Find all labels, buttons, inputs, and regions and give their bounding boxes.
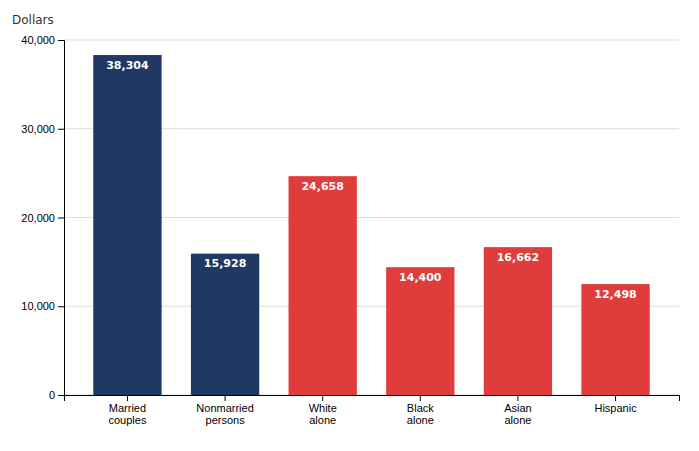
chart: 0 10,000 20,000 30,000 40,000 Marriedcouples N… bbox=[0, 0, 699, 451]
tick-mark bbox=[58, 218, 64, 219]
tick: Hispanic bbox=[594, 395, 637, 414]
tick: 40,000 bbox=[21, 34, 64, 46]
tick-mark bbox=[58, 129, 64, 130]
data-label: 38,304 bbox=[106, 59, 149, 72]
data-labels: 38,304 15,928 24,658 14,400 16,662 12,498 bbox=[106, 59, 637, 301]
tick-mark bbox=[58, 306, 64, 307]
tick: Blackalone bbox=[407, 395, 434, 426]
tick-mark bbox=[58, 395, 64, 396]
tick-label-line: Black bbox=[407, 402, 434, 414]
tick-mark bbox=[517, 395, 518, 401]
tick: 10,000 bbox=[21, 300, 64, 312]
bars bbox=[93, 55, 649, 395]
tick-label: Blackalone bbox=[407, 402, 434, 427]
bar bbox=[581, 284, 649, 395]
tick: Nonmarriedpersons bbox=[196, 395, 253, 426]
tick-label: 30,000 bbox=[21, 123, 55, 135]
tick: Marriedcouples bbox=[108, 395, 146, 426]
bar bbox=[289, 176, 357, 395]
bar bbox=[484, 247, 552, 395]
tick-label: 20,000 bbox=[21, 212, 55, 224]
tick-label-line: alone bbox=[309, 414, 336, 426]
tick-mark bbox=[322, 395, 323, 401]
tick-label: 10,000 bbox=[21, 300, 55, 312]
data-label: 14,400 bbox=[399, 271, 442, 284]
tick-label-line: White bbox=[309, 402, 337, 414]
bar bbox=[191, 254, 259, 395]
tick-label: Asianalone bbox=[504, 402, 532, 427]
tick: Asianalone bbox=[504, 395, 532, 426]
data-label: 12,498 bbox=[594, 288, 636, 301]
tick-label-line: couples bbox=[108, 414, 146, 426]
data-label: 15,928 bbox=[204, 257, 246, 270]
grid bbox=[64, 40, 679, 395]
bar bbox=[386, 267, 454, 395]
tick-label-line: persons bbox=[206, 414, 246, 426]
tick-mark bbox=[127, 395, 128, 401]
tick-label-line: Nonmarried bbox=[196, 402, 253, 414]
bar bbox=[93, 55, 161, 395]
data-label: 16,662 bbox=[497, 251, 539, 264]
tick: 0 bbox=[49, 389, 64, 401]
tick: 20,000 bbox=[21, 212, 64, 224]
tick-mark bbox=[615, 395, 616, 401]
tick-label: Hispanic bbox=[594, 402, 637, 414]
tick-label-line: alone bbox=[407, 414, 434, 426]
tick-label: 40,000 bbox=[21, 34, 55, 46]
tick-label: Nonmarriedpersons bbox=[196, 402, 253, 427]
tick: Whitealone bbox=[309, 395, 337, 426]
tick-label: 0 bbox=[49, 389, 55, 401]
x-axis: MarriedcouplesNonmarriedpersonsWhitealon… bbox=[65, 395, 680, 426]
tick-label: Marriedcouples bbox=[108, 402, 146, 427]
tick-label-line: alone bbox=[504, 414, 531, 426]
plot: 0 10,000 20,000 30,000 40,000 Marriedcouples N… bbox=[21, 34, 679, 426]
tick-label-line: Asian bbox=[504, 402, 532, 414]
tick-mark bbox=[420, 395, 421, 401]
tick-mark bbox=[58, 40, 64, 41]
grid-line bbox=[64, 40, 679, 41]
tick-mark bbox=[225, 395, 226, 401]
axis-line bbox=[65, 396, 680, 402]
tick: 30,000 bbox=[21, 123, 64, 135]
axis-line bbox=[58, 41, 65, 396]
y-axis: 0 10,000 20,000 30,000 40,000 bbox=[21, 34, 64, 401]
data-label: 24,658 bbox=[301, 180, 343, 193]
tick-label-line: Hispanic bbox=[594, 402, 637, 414]
tick-label-line: Married bbox=[109, 402, 146, 414]
y-axis-label: Dollars bbox=[12, 13, 54, 27]
tick-label: Whitealone bbox=[309, 402, 337, 427]
